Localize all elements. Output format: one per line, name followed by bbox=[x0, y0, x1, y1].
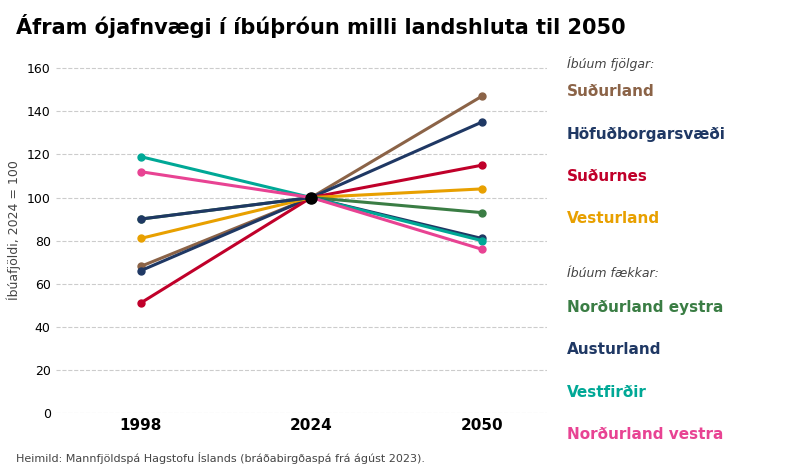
Text: Suðurnes: Suðurnes bbox=[567, 169, 648, 184]
Text: Höfuðborgarsvæði: Höfuðborgarsvæði bbox=[567, 127, 726, 142]
Text: Norðurland eystra: Norðurland eystra bbox=[567, 300, 723, 315]
Text: Suðurland: Suðurland bbox=[567, 84, 655, 99]
Text: Vesturland: Vesturland bbox=[567, 211, 660, 226]
Text: Íbúum fækkar:: Íbúum fækkar: bbox=[567, 267, 659, 280]
Y-axis label: Íbúafjöldi, 2024 = 100: Íbúafjöldi, 2024 = 100 bbox=[6, 160, 21, 300]
Text: Heimild: Mannfjöldspá Hagstofu Íslands (bráðabirgðaspá frá ágúst 2023).: Heimild: Mannfjöldspá Hagstofu Íslands (… bbox=[16, 452, 425, 464]
Text: Norðurland vestra: Norðurland vestra bbox=[567, 427, 723, 442]
Text: Íbúum fjölgar:: Íbúum fjölgar: bbox=[567, 56, 654, 71]
Text: Vestfirðir: Vestfirðir bbox=[567, 385, 647, 400]
Text: Austurland: Austurland bbox=[567, 342, 661, 357]
Text: Áfram ójafnvægi í íbúþróun milli landshluta til 2050: Áfram ójafnvægi í íbúþróun milli landshl… bbox=[16, 14, 626, 38]
